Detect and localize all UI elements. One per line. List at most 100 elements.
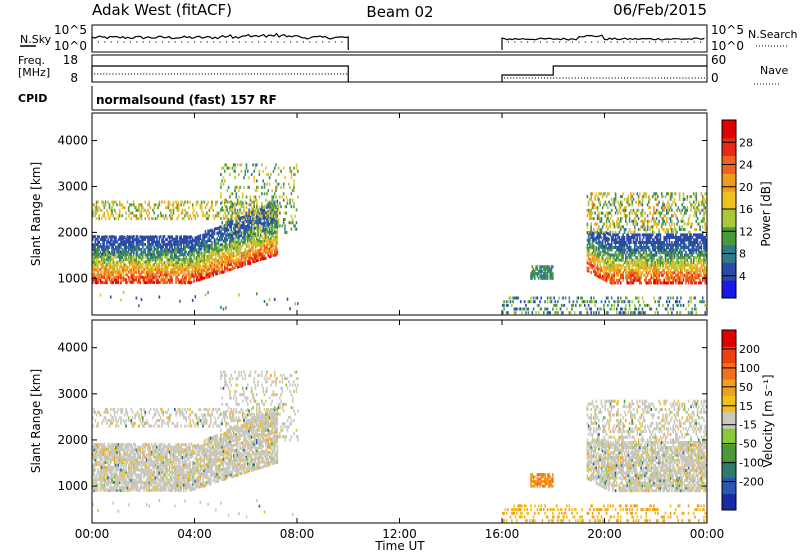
range-gate <box>99 278 102 282</box>
range-gate <box>286 230 289 234</box>
range-gate <box>256 224 258 228</box>
range-gate <box>194 266 197 270</box>
range-gate <box>238 230 240 233</box>
range-gate <box>540 265 542 269</box>
range-gate <box>609 258 612 262</box>
range-gate <box>158 255 161 259</box>
range-gate <box>195 258 198 262</box>
range-gate <box>619 228 622 232</box>
range-gate <box>221 206 223 210</box>
range-gate <box>190 272 193 276</box>
range-gate <box>172 248 175 252</box>
range-gate <box>180 240 182 244</box>
range-gate <box>614 200 617 204</box>
range-gate <box>144 235 147 239</box>
range-gate <box>200 244 203 248</box>
range-gate <box>130 203 132 207</box>
range-gate <box>589 217 591 221</box>
nave-dot <box>562 77 564 79</box>
range-gate <box>628 203 631 207</box>
range-gate <box>649 228 651 232</box>
range-gate <box>95 260 98 264</box>
range-gate <box>654 263 657 267</box>
range-gate <box>265 211 267 215</box>
range-gate <box>641 214 644 218</box>
range-gate <box>166 265 168 269</box>
range-gate <box>125 258 127 262</box>
range-gate <box>650 263 653 267</box>
range-gate <box>126 250 129 254</box>
range-gate <box>107 273 109 277</box>
range-gate <box>586 253 589 257</box>
range-gate <box>257 185 259 189</box>
range-gate <box>632 219 635 223</box>
range-gate <box>250 228 253 231</box>
range-gate <box>617 225 619 229</box>
nave-dot <box>133 73 136 75</box>
range-gate <box>106 255 108 259</box>
range-gate <box>641 248 644 252</box>
range-gate <box>667 281 669 285</box>
range-gate <box>181 248 184 252</box>
range-gate <box>101 252 103 256</box>
range-gate <box>630 271 632 275</box>
range-gate <box>596 274 599 278</box>
search-noise-dot <box>296 41 298 43</box>
range-gate <box>198 267 200 271</box>
search-noise-dot <box>591 41 593 43</box>
range-gate <box>610 243 613 247</box>
range-gate <box>267 189 270 193</box>
range-gate <box>655 235 658 239</box>
range-gate <box>93 262 95 266</box>
range-gate <box>231 259 234 263</box>
range-gate <box>657 246 659 249</box>
range-gate <box>648 281 650 285</box>
range-gate <box>209 256 212 260</box>
range-gate <box>600 251 603 255</box>
range-gate <box>217 214 220 218</box>
range-gate <box>662 222 664 226</box>
range-gate <box>662 195 664 199</box>
range-gate <box>625 206 627 210</box>
range-gate <box>93 270 95 274</box>
range-gate <box>248 234 250 238</box>
range-gate <box>241 217 244 221</box>
range-gate <box>200 241 203 245</box>
range-gate <box>640 261 642 265</box>
range-gate <box>675 203 677 207</box>
range-gate <box>171 263 173 267</box>
range-gate <box>185 260 188 264</box>
range-gate <box>552 276 554 280</box>
range-gate <box>133 260 135 264</box>
range-gate <box>614 263 617 267</box>
range-gate <box>139 242 141 246</box>
range-gate <box>156 245 158 249</box>
range-gate <box>245 250 248 254</box>
range-gate <box>212 258 214 262</box>
range-gate <box>654 266 657 270</box>
range-gate <box>245 235 248 239</box>
range-gate <box>215 257 217 261</box>
nave-dot <box>256 73 259 75</box>
range-gate <box>651 253 654 257</box>
range-gate <box>627 268 630 272</box>
range-gate <box>239 203 241 207</box>
range-gate <box>596 230 599 234</box>
range-gate <box>171 238 173 242</box>
range-gate <box>171 243 173 247</box>
range-gate <box>129 268 131 272</box>
range-gate <box>648 206 650 210</box>
range-gate <box>111 270 113 274</box>
search-noise-dot <box>225 41 228 43</box>
range-gate <box>120 240 122 244</box>
range-gate <box>608 273 610 277</box>
range-gate <box>180 278 182 282</box>
range-gate <box>270 216 272 220</box>
range-gate <box>189 276 191 279</box>
range-gate <box>115 235 117 239</box>
range-gate <box>120 262 122 266</box>
range-gate <box>675 228 677 232</box>
range-gate <box>188 206 190 210</box>
search-noise-dot <box>501 41 503 43</box>
range-gate <box>140 248 143 252</box>
